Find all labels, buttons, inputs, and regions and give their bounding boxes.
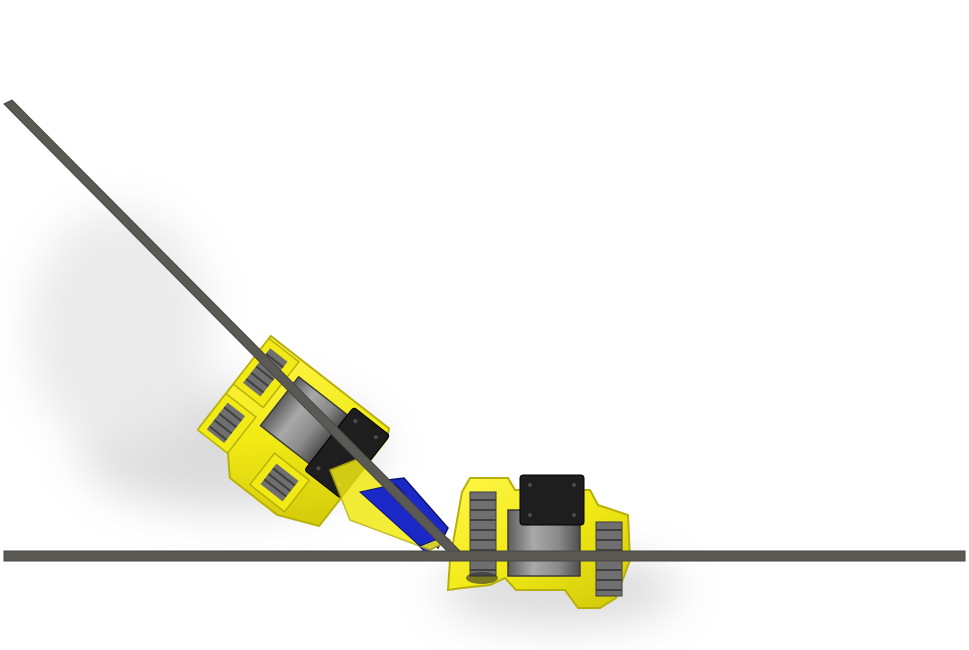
floor-rail: [3, 550, 966, 562]
front-module: [446, 474, 632, 609]
rails: [3, 99, 966, 562]
hinge-link: [329, 457, 452, 553]
front-motor-cap: [519, 474, 585, 526]
rear-gear-right: [206, 402, 246, 443]
front-gear-left: [469, 491, 497, 577]
